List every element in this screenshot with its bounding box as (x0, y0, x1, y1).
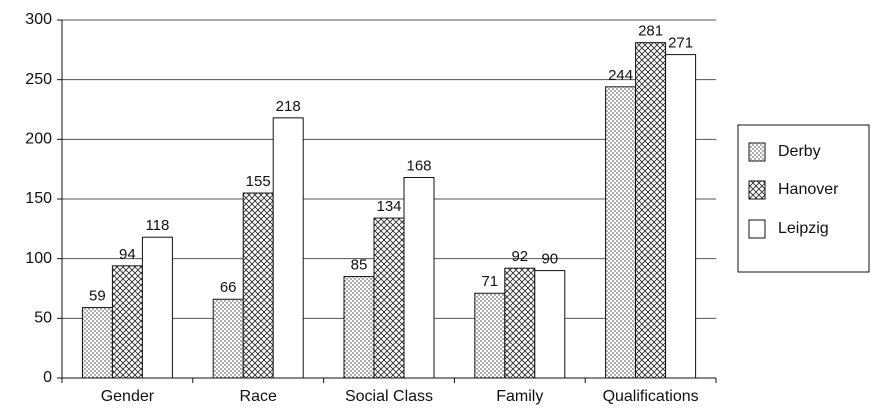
value-label: 92 (511, 248, 528, 265)
x-tick-label: Race (240, 388, 277, 405)
y-tick-label: 150 (25, 190, 52, 207)
bar (534, 270, 566, 379)
x-tick-label: Gender (101, 388, 155, 405)
bar (635, 42, 667, 379)
bar (141, 236, 173, 379)
bar (474, 292, 506, 379)
value-label: 66 (220, 279, 237, 296)
bar (343, 276, 375, 379)
y-tick-label: 0 (43, 369, 52, 386)
legend-label: Derby (778, 143, 821, 160)
value-label: 118 (145, 217, 169, 234)
y-tick-label: 300 (25, 11, 52, 28)
x-tick-label: Social Class (345, 388, 433, 405)
value-label: 244 (608, 67, 633, 84)
bar (242, 192, 274, 379)
bar (81, 307, 113, 379)
value-label: 218 (276, 98, 301, 115)
legend-swatch (748, 142, 766, 162)
y-tick-label: 250 (25, 71, 52, 88)
value-label: 85 (351, 257, 368, 274)
value-label: 134 (376, 198, 401, 215)
legend-label: Leipzig (778, 220, 829, 237)
bar (212, 298, 244, 379)
y-tick-label: 50 (34, 310, 52, 327)
x-tick-label: Family (496, 388, 543, 405)
legend-swatch (748, 180, 766, 200)
value-label: 94 (119, 246, 136, 263)
value-label: 155 (246, 173, 271, 190)
bar (373, 217, 405, 379)
bar (605, 86, 637, 379)
value-label: 168 (406, 157, 431, 174)
value-label: 59 (89, 288, 106, 305)
x-tick-label: Qualifications (603, 388, 699, 405)
legend-label: Hanover (778, 181, 839, 198)
value-label: 71 (481, 273, 498, 290)
bar (403, 177, 435, 379)
bar (272, 117, 304, 379)
y-tick-label: 200 (25, 131, 52, 148)
bar (504, 267, 536, 379)
legend-swatch (748, 219, 766, 239)
value-label: 90 (541, 251, 558, 268)
value-label: 281 (638, 23, 663, 40)
value-label: 271 (668, 35, 693, 52)
bar (665, 54, 697, 379)
y-tick-label: 100 (25, 250, 52, 267)
bar (111, 265, 143, 379)
